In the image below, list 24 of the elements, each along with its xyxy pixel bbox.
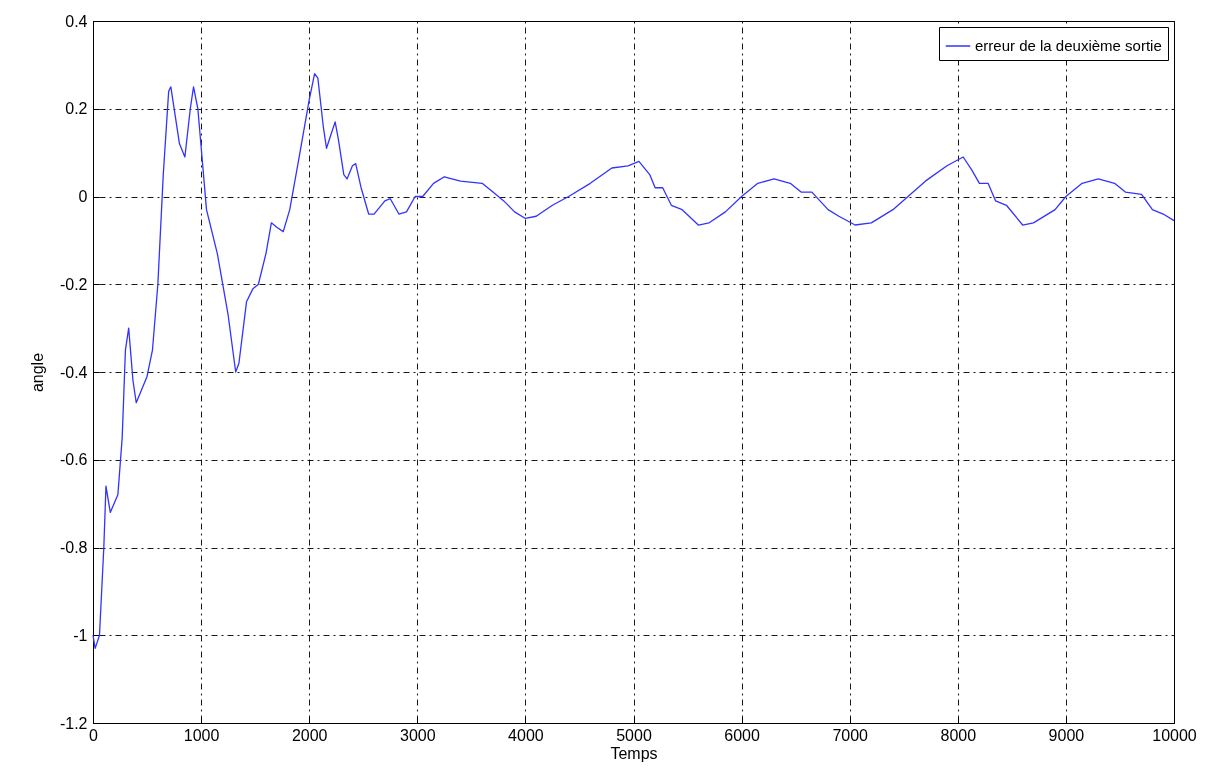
y-tick-label: -1 xyxy=(73,626,88,644)
x-tick-label: 6000 xyxy=(724,726,760,744)
y-tick-label: 0.4 xyxy=(65,12,88,30)
x-tick-label: 9000 xyxy=(1048,726,1085,744)
y-tick-label: 0 xyxy=(78,188,88,205)
x-axis-title: Temps xyxy=(610,744,658,762)
y-tick-label: -1.2 xyxy=(59,714,88,732)
y-axis-title: angle xyxy=(28,352,46,393)
y-tick-label: -0.4 xyxy=(59,363,88,381)
x-tick-label: 4000 xyxy=(508,726,544,744)
y-tick-label: 0.2 xyxy=(65,100,88,118)
x-tick-label: 2000 xyxy=(291,726,328,744)
x-tick-label: 7000 xyxy=(832,726,869,744)
x-tick-label: 3000 xyxy=(400,726,436,744)
x-tick-label: 5000 xyxy=(616,726,652,744)
x-tick-label: 8000 xyxy=(940,726,977,744)
y-tick-label: -0.6 xyxy=(59,451,88,469)
x-tick-label: 0 xyxy=(89,726,99,744)
x-tick-label: 10000 xyxy=(1152,726,1197,744)
x-tick-label: 1000 xyxy=(183,726,220,744)
line-series xyxy=(92,73,1175,650)
y-tick-label: -0.2 xyxy=(59,275,88,293)
legend-label: erreur de la deuxième sortie xyxy=(975,37,1162,54)
y-tick-label: -0.8 xyxy=(59,539,88,556)
